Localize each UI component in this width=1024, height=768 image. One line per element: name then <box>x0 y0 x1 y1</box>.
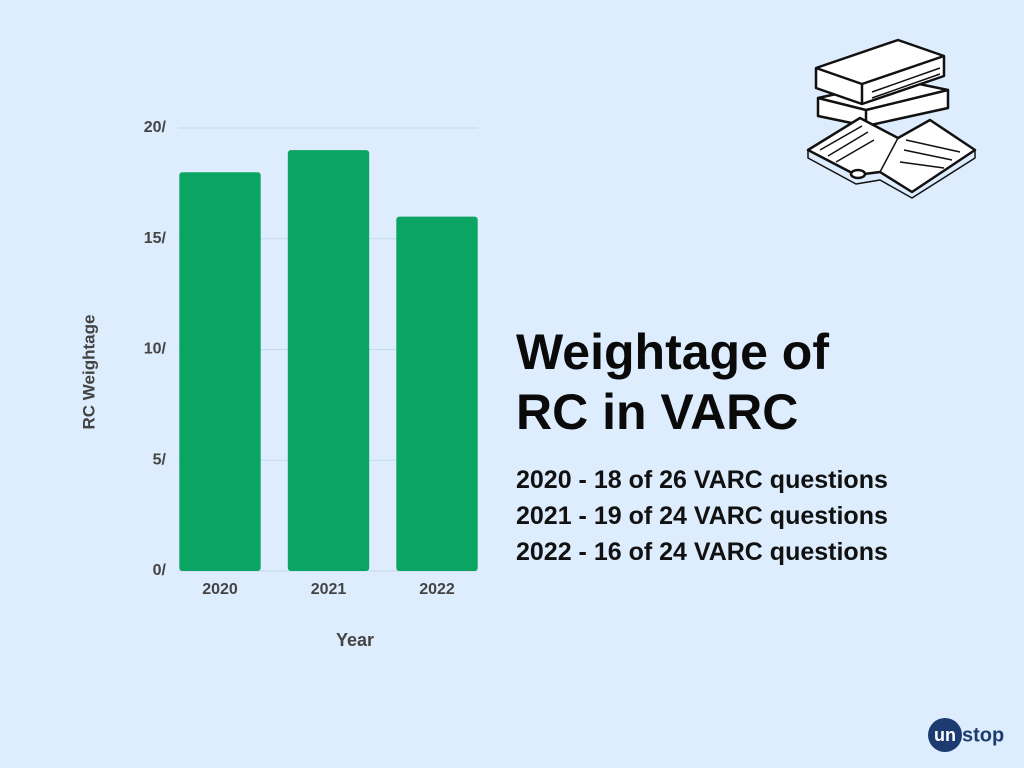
logo-text: stop <box>962 724 1004 746</box>
y-axis-label: RC Weightage <box>79 315 98 430</box>
x-axis-label: Year <box>336 630 374 650</box>
y-tick-label: 0/ <box>153 562 167 579</box>
books-illustration <box>806 38 977 199</box>
note: 2021 - 19 of 24 VARC questions <box>516 502 888 530</box>
bar <box>396 216 478 571</box>
logo-badge-text: un <box>934 725 956 745</box>
y-tick-label: 5/ <box>153 451 167 468</box>
bar <box>179 172 261 572</box>
notes: 2020 - 18 of 26 VARC questions 2021 - 19 … <box>516 462 888 570</box>
y-tick-label: 20/ <box>144 119 167 136</box>
y-tick-label: 15/ <box>144 230 167 247</box>
y-tick-label: 10/ <box>144 341 167 358</box>
bar <box>287 150 370 571</box>
x-tick-label: 2022 <box>419 581 455 598</box>
plot: 0/5/10/15/20/2020 2021 2022 <box>144 119 478 598</box>
x-tick-label: 2020 <box>202 581 238 598</box>
logo: un stop <box>928 718 1004 752</box>
title: Weightage of RC in VARC <box>516 324 829 440</box>
note: 2020 - 18 of 26 VARC questions <box>516 466 888 494</box>
logo-badge <box>928 718 962 752</box>
x-tick-label: 2021 <box>311 581 347 598</box>
note: 2022 - 16 of 24 VARC questions <box>516 538 888 566</box>
